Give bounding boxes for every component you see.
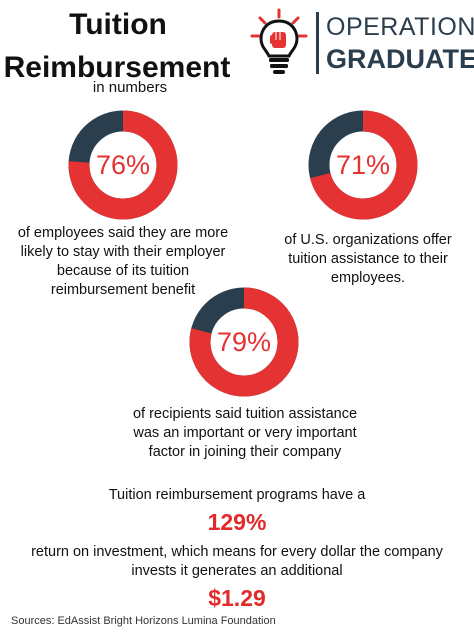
roi-line-3: invests it generates an additional — [131, 563, 343, 579]
title-line-2: Reimbursement — [3, 51, 231, 84]
roi-value: 129% — [207, 509, 267, 535]
logo-line-1: OPERATION — [326, 13, 474, 41]
caption-line: of recipients said tuition assistance — [132, 406, 358, 422]
roi-dollar: $1.29 — [208, 585, 266, 611]
caption-line: of U.S. organizations offer — [284, 232, 452, 248]
caption-line: tuition assistance to their — [288, 251, 448, 267]
caption-line: reimbursement benefit — [50, 282, 196, 298]
stat-value-3: 79% — [216, 327, 272, 357]
stat-caption-2: of U.S. organizations offer tuition assi… — [262, 231, 474, 288]
stat-caption-3: of recipients said tuition assistance wa… — [100, 405, 390, 462]
logo-divider — [316, 12, 319, 74]
roi-intro: Tuition reimbursement programs have a — [108, 487, 366, 503]
logo-line-2: GRADUATE — [326, 44, 474, 74]
caption-line: employees. — [330, 270, 406, 286]
caption-line: was an important or very important — [133, 425, 357, 441]
stat-value-1: 76% — [95, 150, 151, 180]
sources-footnote: Sources: EdAssist Bright Horizons Lumina… — [11, 615, 276, 627]
subtitle: in numbers — [92, 79, 168, 96]
roi-line-2: return on investment, which means for ev… — [31, 544, 443, 560]
title-block: Tuition Reimbursement — [0, 8, 236, 84]
title-line-1: Tuition — [69, 8, 167, 41]
lightbulb-fist-icon — [250, 8, 308, 74]
donut-chart-79 — [189, 287, 299, 397]
donut-chart-76 — [68, 110, 178, 220]
stat-caption-1: of employees said they are more likely t… — [0, 224, 246, 300]
caption-line: of employees said they are more — [17, 225, 229, 241]
caption-line: likely to stay with their employer — [20, 244, 226, 260]
donut-arc-76 — [68, 110, 178, 220]
stat-value-2: 71% — [335, 150, 391, 180]
donut-arc-71 — [308, 110, 418, 220]
caption-line: factor in joining their company — [148, 444, 342, 460]
logo: OPERATION GRADUATE — [248, 8, 474, 84]
caption-line: because of its tuition — [56, 263, 190, 279]
donut-arc-79 — [189, 287, 299, 397]
donut-chart-71 — [308, 110, 418, 220]
